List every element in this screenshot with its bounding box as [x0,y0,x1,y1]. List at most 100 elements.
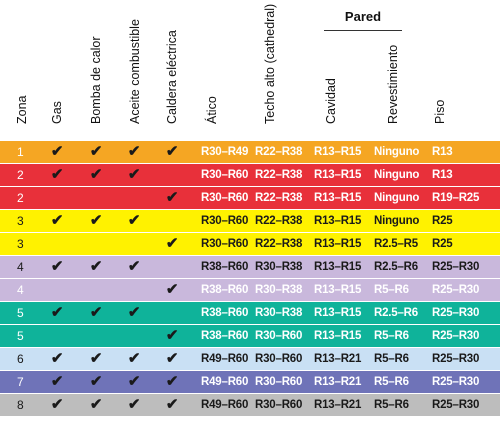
cell-cavidad: R13–R15 [314,330,362,342]
cell-zona: 8 [17,398,24,412]
check-aceite-combustible-icon: ✔ [127,212,141,229]
table-row: 3 ✔ R30–R60 R22–R38 R13–R15 R2.5–R5 R25 [0,233,500,255]
cell-piso: R13 [432,169,453,181]
cell-piso: R25–R30 [432,353,480,365]
cell-zona: 3 [17,237,24,251]
check-caldera-electrica-icon: ✔ [165,235,179,252]
cell-revestimiento: Ninguno [374,169,420,181]
table-row: 4 ✔ ✔ ✔ R38–R60 R30–R38 R13–R15 R2.5–R6 R25–R30 [0,256,500,278]
cell-revestimiento: Ninguno [374,146,420,158]
header-zona: Zona [15,95,29,125]
cell-techo-alto: R22–R38 [255,192,303,204]
cell-revestimiento: R5–R6 [374,399,409,411]
check-bomba-de-calor-icon: ✔ [89,258,103,275]
header-piso: Piso [433,99,447,124]
check-aceite-combustible-icon: ✔ [127,304,141,321]
cell-atico: R49–R60 [201,353,249,365]
cell-revestimiento: R2.5–R5 [374,238,418,250]
check-aceite-combustible-icon: ✔ [127,143,141,160]
cell-techo-alto: R30–R38 [255,284,303,296]
cell-techo-alto: R22–R38 [255,169,303,181]
check-gas-icon: ✔ [50,166,64,183]
group-title-pared: Pared [344,9,382,24]
table-row: 4 ✔ R38–R60 R30–R38 R13–R15 R5–R6 R25–R30 [0,279,500,301]
cell-revestimiento: R5–R6 [374,330,409,342]
cell-atico: R38–R60 [201,284,249,296]
cell-cavidad: R13–R15 [314,238,362,250]
cell-techo-alto: R30–R60 [255,330,303,342]
cell-piso: R25 [432,215,453,227]
check-gas-icon: ✔ [50,143,64,160]
cell-zona: 1 [17,145,24,159]
cell-techo-alto: R22–R38 [255,215,303,227]
cell-cavidad: R13–R21 [314,399,362,411]
cell-cavidad: R13–R21 [314,376,362,388]
cell-revestimiento: R2.5–R6 [374,261,418,273]
table-row: 2 ✔ R30–R60 R22–R38 R13–R15 Ninguno R19–R25 [0,187,500,209]
check-gas-icon: ✔ [50,350,64,367]
cell-revestimiento: R5–R6 [374,353,409,365]
check-aceite-combustible-icon: ✔ [127,396,141,413]
cell-atico: R38–R60 [201,307,249,319]
check-bomba-de-calor-icon: ✔ [89,212,103,229]
check-aceite-combustible-icon: ✔ [127,350,141,367]
table-row: 3 ✔ ✔ ✔ R30–R60 R22–R38 R13–R15 Ninguno R25 [0,210,500,232]
cell-techo-alto: R30–R60 [255,399,303,411]
cell-zona: 2 [17,191,24,205]
cell-techo-alto: R30–R60 [255,376,303,388]
cell-atico: R30–R60 [201,215,249,227]
check-caldera-electrica-icon: ✔ [165,189,179,206]
check-gas-icon: ✔ [50,304,64,321]
cell-piso: R25–R30 [432,307,480,319]
check-bomba-de-calor-icon: ✔ [89,304,103,321]
table-row: 5 ✔ ✔ ✔ R38–R60 R30–R38 R13–R15 R2.5–R6 R25–R30 [0,302,500,324]
cell-piso: R25–R30 [432,399,480,411]
cell-cavidad: R13–R15 [314,215,362,227]
cell-zona: 4 [17,260,24,274]
cell-atico: R30–R60 [201,169,249,181]
cell-techo-alto: R30–R60 [255,353,303,365]
cell-cavidad: R13–R15 [314,284,362,296]
cell-revestimiento: Ninguno [374,215,420,227]
check-bomba-de-calor-icon: ✔ [89,166,103,183]
cell-cavidad: R13–R21 [314,353,362,365]
table-row: 8 ✔ ✔ ✔ ✔ R49–R60 R30–R60 R13–R21 R5–R6 R25–R30 [0,394,500,416]
cell-revestimiento: Ninguno [374,192,420,204]
check-bomba-de-calor-icon: ✔ [89,350,103,367]
cell-piso: R13 [432,146,453,158]
cell-revestimiento: R2.5–R6 [374,307,418,319]
cell-atico: R49–R60 [201,399,249,411]
header-aceite-combustible: Aceite combustible [128,19,142,124]
header-atico: Ático [205,96,219,124]
table-row: 5 ✔ R38–R60 R30–R60 R13–R15 R5–R6 R25–R30 [0,325,500,347]
cell-zona: 2 [17,168,24,182]
table-row: 6 ✔ ✔ ✔ ✔ R49–R60 R30–R60 R13–R21 R5–R6 R25–R30 [0,348,500,370]
check-caldera-electrica-icon: ✔ [165,373,179,390]
cell-atico: R30–R49 [201,146,249,158]
table-header: Zona Gas Bomba de calor Aceite combustib… [0,0,500,141]
check-bomba-de-calor-icon: ✔ [89,396,103,413]
cell-techo-alto: R22–R38 [255,238,303,250]
cell-atico: R49–R60 [201,376,249,388]
cell-piso: R25 [432,238,453,250]
cell-atico: R30–R60 [201,238,249,250]
table-body: 1 ✔ ✔ ✔ ✔ R30–R49 R22–R38 R13–R15 Ninguno R13 2 ✔ ✔ ✔… [0,141,500,417]
cell-cavidad: R13–R15 [314,307,362,319]
header-gas: Gas [50,101,64,124]
check-caldera-electrica-icon: ✔ [165,396,179,413]
table-row: 7 ✔ ✔ ✔ ✔ R49–R60 R30–R60 R13–R21 R5–R6 R25–R30 [0,371,500,393]
cell-zona: 4 [17,283,24,297]
cell-piso: R25–R30 [432,330,480,342]
check-aceite-combustible-icon: ✔ [127,373,141,390]
header-bomba-de-calor: Bomba de calor [89,36,103,124]
cell-techo-alto: R22–R38 [255,146,303,158]
check-bomba-de-calor-icon: ✔ [89,143,103,160]
check-caldera-electrica-icon: ✔ [165,143,179,160]
cell-piso: R25–R30 [432,284,480,296]
cell-cavidad: R13–R15 [314,169,362,181]
cell-piso: R19–R25 [432,192,480,204]
cell-zona: 7 [17,375,24,389]
check-gas-icon: ✔ [50,373,64,390]
cell-atico: R38–R60 [201,330,249,342]
check-gas-icon: ✔ [50,212,64,229]
